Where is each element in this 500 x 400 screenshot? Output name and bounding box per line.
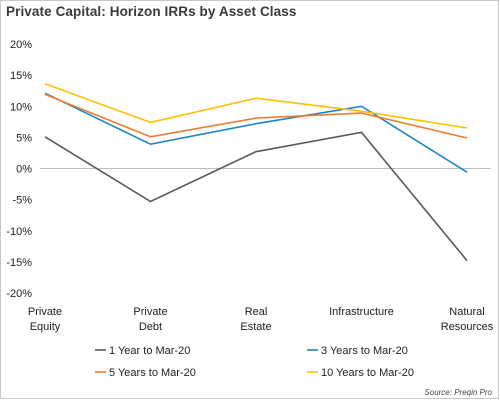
legend-label: 3 Years to Mar-20 — [321, 345, 408, 357]
legend: 1 Year to Mar-20 3 Years to Mar-20 5 Years… — [95, 345, 414, 379]
y-tick-label: 20% — [10, 39, 32, 51]
x-tick-label: Natural Resources — [441, 306, 494, 333]
y-tick-label: -20% — [6, 288, 32, 300]
legend-label: 5 Years to Mar-20 — [109, 367, 196, 379]
x-tick-label: Private Equity — [28, 306, 62, 333]
x-axis-tick-labels: Private Equity Private Debt Real Estate Infras… — [28, 306, 494, 333]
series-line — [44, 93, 468, 139]
legend-label: 10 Years to Mar-20 — [321, 367, 414, 379]
chart-title: Private Capital: Horizon IRRs by Asset C… — [6, 4, 297, 19]
series-lines — [44, 83, 468, 262]
legend-label: 1 Year to Mar-20 — [109, 345, 190, 357]
x-tick-label: Infrastructure — [329, 306, 394, 318]
y-tick-label: -10% — [6, 226, 32, 238]
y-tick-label: 10% — [10, 101, 32, 113]
y-tick-label: 0% — [16, 164, 32, 176]
y-tick-label: -5% — [12, 195, 32, 207]
y-tick-label: 5% — [16, 132, 32, 144]
x-tick-label: Real Estate — [240, 306, 271, 333]
series-line — [44, 92, 468, 173]
series-line — [44, 83, 468, 129]
series-line — [44, 131, 468, 262]
y-tick-label: -15% — [6, 257, 32, 269]
y-tick-label: 15% — [10, 70, 32, 82]
x-tick-label: Private Debt — [133, 306, 167, 333]
source-note: Source: Preqin Pro — [424, 388, 492, 397]
y-axis-tick-labels: 20% 15% 10% 5% 0% -5% -10% -15% -20% — [6, 39, 32, 300]
